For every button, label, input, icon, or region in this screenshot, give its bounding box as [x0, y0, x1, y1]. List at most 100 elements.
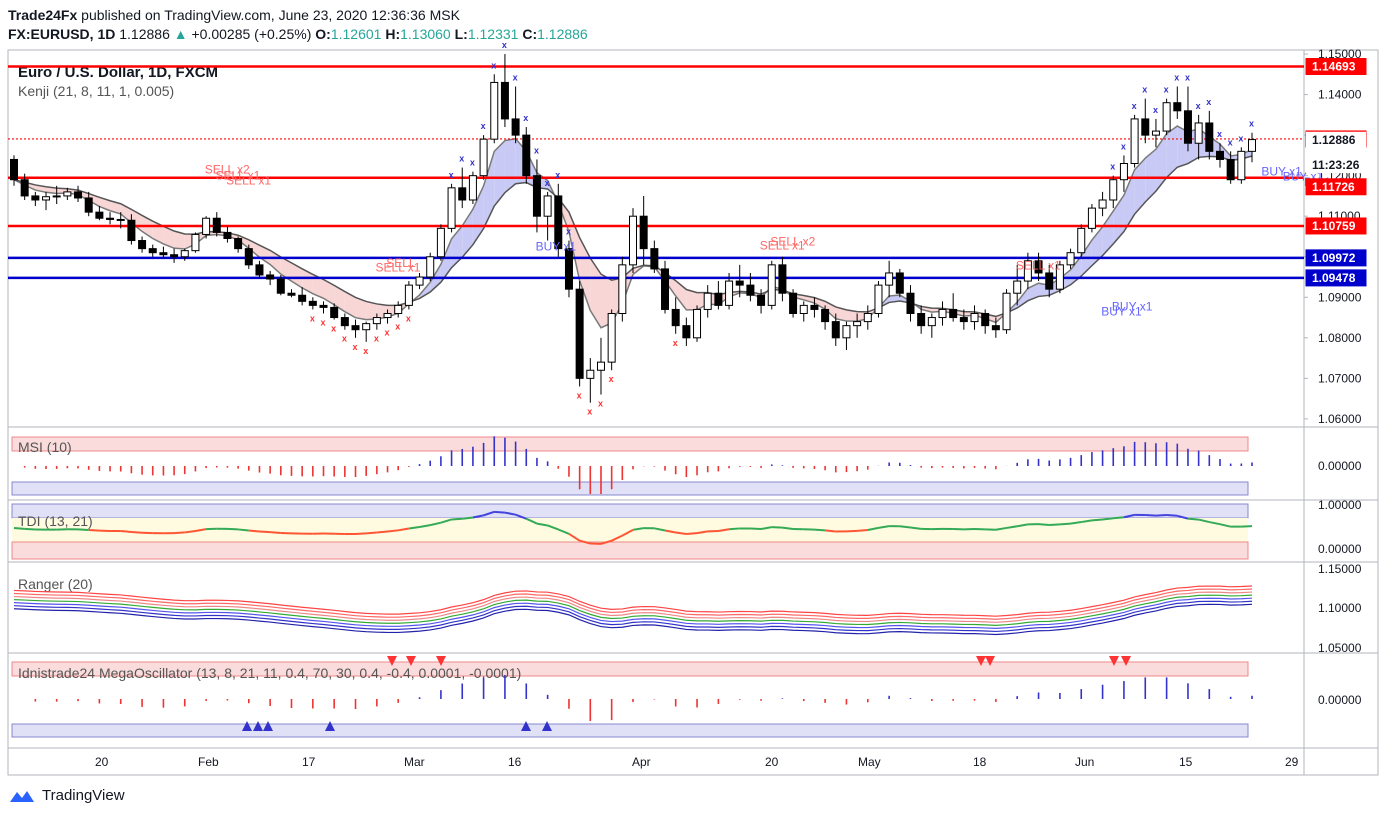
time-tick-label: 29 — [1285, 755, 1299, 769]
msi-lower-band — [11, 481, 1249, 496]
candle-body — [949, 308, 958, 319]
candle — [693, 305, 702, 342]
candle — [1141, 98, 1150, 144]
candle-body — [703, 292, 712, 310]
mega-tick-label: 0.00000 — [1318, 693, 1362, 707]
candle — [1034, 252, 1043, 282]
candle — [607, 309, 616, 371]
tdi-line-segment — [419, 524, 431, 528]
tdi-line-segment — [750, 527, 762, 531]
tdi-line-segment — [1070, 521, 1082, 525]
kenji-cloud-segment — [494, 140, 505, 207]
candle-body — [276, 278, 285, 294]
price-tick-label: 1.06000 — [1318, 412, 1362, 426]
candle-body — [725, 280, 734, 306]
candle — [1130, 114, 1139, 168]
buy-marker: x — [1174, 72, 1179, 82]
tdi-line-segment — [824, 529, 836, 533]
tdi-line-segment — [1145, 514, 1156, 517]
tdi-line-segment — [782, 526, 794, 530]
candle-body — [853, 321, 862, 327]
tdi-line-segment — [462, 516, 474, 520]
candle-body — [639, 215, 648, 250]
candle — [52, 185, 61, 205]
kenji-cloud-segment — [323, 279, 335, 305]
candle-body — [244, 248, 253, 266]
candle-body — [714, 292, 723, 306]
sell-marker: x — [587, 407, 592, 417]
tdi-line-segment — [88, 529, 100, 532]
kenji-cloud-segment — [483, 151, 495, 229]
buy-marker: x — [566, 227, 571, 237]
kenji-cloud-segment — [312, 274, 324, 299]
mega-lower-band — [11, 723, 1249, 738]
mega-title: Idnistrade24 MegaOscillator (13, 8, 21, … — [18, 665, 521, 681]
candle — [767, 260, 776, 310]
price-badge-bg — [1306, 157, 1366, 174]
candle — [799, 301, 808, 322]
candle — [84, 191, 93, 217]
tdi-line-segment — [515, 513, 527, 520]
signal-label: BUY x1 — [1101, 305, 1142, 319]
candle-body — [596, 361, 605, 371]
time-tick-label: 15 — [1179, 755, 1193, 769]
candle — [394, 301, 403, 318]
candle — [340, 313, 349, 330]
candle — [842, 321, 851, 350]
candle — [415, 272, 424, 290]
indicator-label: Kenji (21, 8, 11, 1, 0.005) — [18, 83, 174, 99]
candle-body — [95, 211, 104, 219]
tdi-line-segment — [1241, 525, 1253, 528]
tdi-line-segment — [398, 527, 410, 532]
tdi-line-segment — [525, 517, 538, 525]
candle — [244, 244, 253, 269]
tdi-line-segment — [867, 526, 879, 531]
buy-triangle-icon — [521, 721, 531, 731]
candle-body — [468, 175, 477, 201]
kenji-cloud-segment — [1123, 169, 1135, 232]
published-text: published on TradingView.com, June 23, 2… — [81, 7, 460, 23]
candle — [159, 246, 168, 259]
signal-label: SELL x2 — [770, 234, 815, 248]
tdi-line-segment — [664, 529, 676, 534]
candle — [575, 281, 584, 387]
tdi-line-segment — [557, 528, 570, 535]
candle-body — [490, 81, 499, 140]
candle-body — [106, 217, 115, 220]
candle-body — [351, 325, 360, 331]
candle-body — [500, 81, 509, 120]
candle-body — [20, 179, 29, 197]
candle — [1098, 191, 1107, 217]
candle-body — [927, 317, 936, 327]
sell-marker: x — [673, 338, 678, 348]
kenji-cloud-segment — [291, 262, 303, 288]
kenji-cloud-segment — [462, 209, 473, 258]
candle-body — [1109, 179, 1118, 201]
tdi-line-segment — [910, 526, 922, 530]
candle — [927, 313, 936, 338]
candle-body — [981, 312, 990, 327]
sell-marker: x — [577, 390, 582, 400]
price-badge-bg — [1305, 217, 1367, 235]
candle-body — [522, 134, 531, 177]
candle — [522, 127, 531, 184]
tradingview-branding[interactable]: TradingView — [8, 787, 125, 804]
sell-marker: x — [342, 334, 347, 344]
candle — [63, 187, 72, 200]
candle-body — [1248, 139, 1256, 152]
time-tick-label: Mar — [404, 755, 425, 769]
tdi-line-segment — [1177, 514, 1189, 520]
candle-body — [1151, 130, 1160, 136]
buy-marker: x — [513, 72, 518, 82]
candle-body — [148, 248, 157, 254]
candle — [906, 285, 915, 322]
price-badge: 1.09972 — [1305, 249, 1367, 267]
buy-marker: x — [1196, 101, 1201, 111]
candle — [970, 305, 979, 330]
candle — [511, 86, 520, 144]
candle — [629, 208, 637, 273]
publisher-name[interactable]: Trade24Fx — [8, 7, 78, 23]
symbol-info: FX:EURUSD, 1D 1.12886 ▲ +0.00285 (+0.25%… — [8, 25, 588, 43]
tdi-line-segment — [227, 527, 239, 531]
